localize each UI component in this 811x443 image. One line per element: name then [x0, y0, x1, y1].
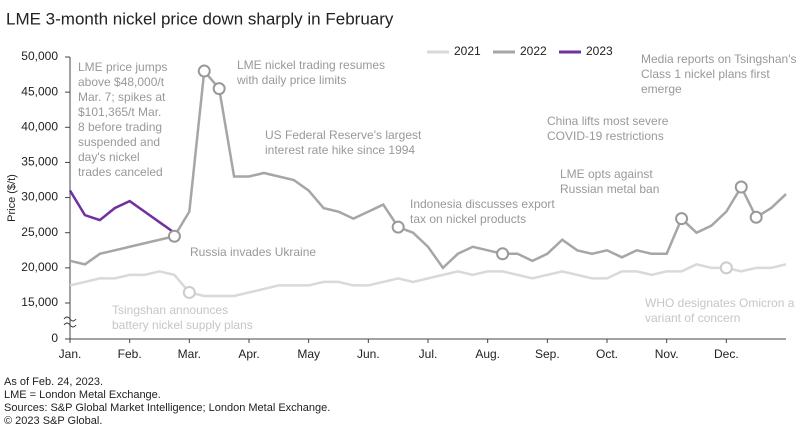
annotation: Class 1 nickel plans first — [641, 67, 770, 81]
annotation: above $48,000/t — [78, 75, 165, 89]
y-tick-label: 0 — [51, 331, 58, 345]
x-tick-label: Feb. — [118, 347, 142, 361]
footnote: As of Feb. 24, 2023. — [4, 376, 103, 388]
series-line — [68, 189, 176, 234]
annotation: China lifts most severe — [547, 114, 669, 128]
series-line — [69, 68, 787, 270]
y-tick-label: 35,000 — [21, 155, 58, 169]
annotation: LME opts against — [560, 167, 653, 181]
event-marker — [212, 82, 226, 96]
annotation: Tsingshan announces — [112, 303, 228, 317]
x-tick-label: Jan. — [59, 347, 82, 361]
x-tick-label: Dec. — [714, 347, 739, 361]
series-line — [69, 263, 787, 298]
x-tick-label: Nov. — [655, 347, 679, 361]
event-marker — [391, 220, 405, 234]
legend-label: 2023 — [586, 44, 613, 58]
footnote: Sources: S&P Global Market Intelligence;… — [4, 402, 330, 414]
annotation: with daily price limits — [236, 73, 346, 87]
annotation: tax on nickel products — [410, 212, 526, 226]
annotation: Russian metal ban — [560, 182, 659, 196]
annotation: LME price jumps — [78, 60, 167, 74]
y-tick-label: 40,000 — [21, 119, 58, 133]
x-tick-label: Mar. — [178, 347, 201, 361]
annotation: COVID-19 restrictions — [547, 129, 664, 143]
chart-title: LME 3-month nickel price down sharply in… — [6, 9, 394, 28]
event-marker — [734, 180, 748, 194]
x-tick-label: Aug. — [475, 347, 500, 361]
axis-break — [63, 316, 77, 328]
y-tick-label: 50,000 — [21, 49, 58, 63]
y-tick-label: 15,000 — [21, 295, 58, 309]
annotation: suspended and — [78, 135, 160, 149]
x-tick-label: May — [297, 347, 320, 361]
annotation: trades canceled — [78, 165, 163, 179]
event-marker — [719, 261, 733, 275]
annotation: battery nickel supply plans — [112, 318, 253, 332]
x-tick-label: Oct. — [596, 347, 618, 361]
y-tick-label: 20,000 — [21, 260, 58, 274]
x-tick-label: Jun. — [357, 347, 380, 361]
legend-label: 2021 — [454, 44, 481, 58]
legend-label: 2022 — [520, 44, 547, 58]
y-tick-label: 45,000 — [21, 84, 58, 98]
event-marker — [182, 285, 196, 299]
annotation: day's nickel — [78, 150, 140, 164]
annotation: Media reports on Tsingshan's — [641, 52, 797, 66]
annotation: interest rate hike since 1994 — [265, 143, 415, 157]
y-tick-label: 30,000 — [21, 190, 58, 204]
annotation: $101,365/t Mar. — [78, 105, 161, 119]
event-marker — [197, 64, 211, 78]
annotation: emerge — [641, 82, 682, 96]
annotation: WHO designates Omicron a — [645, 296, 795, 310]
event-marker — [749, 210, 763, 224]
x-tick-label: Jul. — [419, 347, 438, 361]
annotation: LME nickel trading resumes — [237, 58, 385, 72]
footnote: LME = London Metal Exchange. — [4, 389, 161, 401]
y-tick-label: 25,000 — [21, 225, 58, 239]
event-marker — [167, 229, 181, 243]
annotation: variant of concern — [645, 311, 740, 325]
event-marker — [496, 247, 510, 261]
annotation: US Federal Reserve's largest — [265, 128, 422, 142]
annotation: Mar. 7; spikes at — [78, 90, 166, 104]
y-axis-label: Price ($/t) — [6, 174, 18, 222]
annotation: 8 before trading — [78, 120, 162, 134]
x-tick-label: Sep. — [535, 347, 560, 361]
footnote: © 2023 S&P Global. — [4, 415, 102, 427]
annotation: Indonesia discusses export — [410, 197, 555, 211]
x-tick-label: Apr. — [238, 347, 259, 361]
annotation: Russia invades Ukraine — [190, 245, 316, 259]
event-marker — [675, 212, 689, 226]
